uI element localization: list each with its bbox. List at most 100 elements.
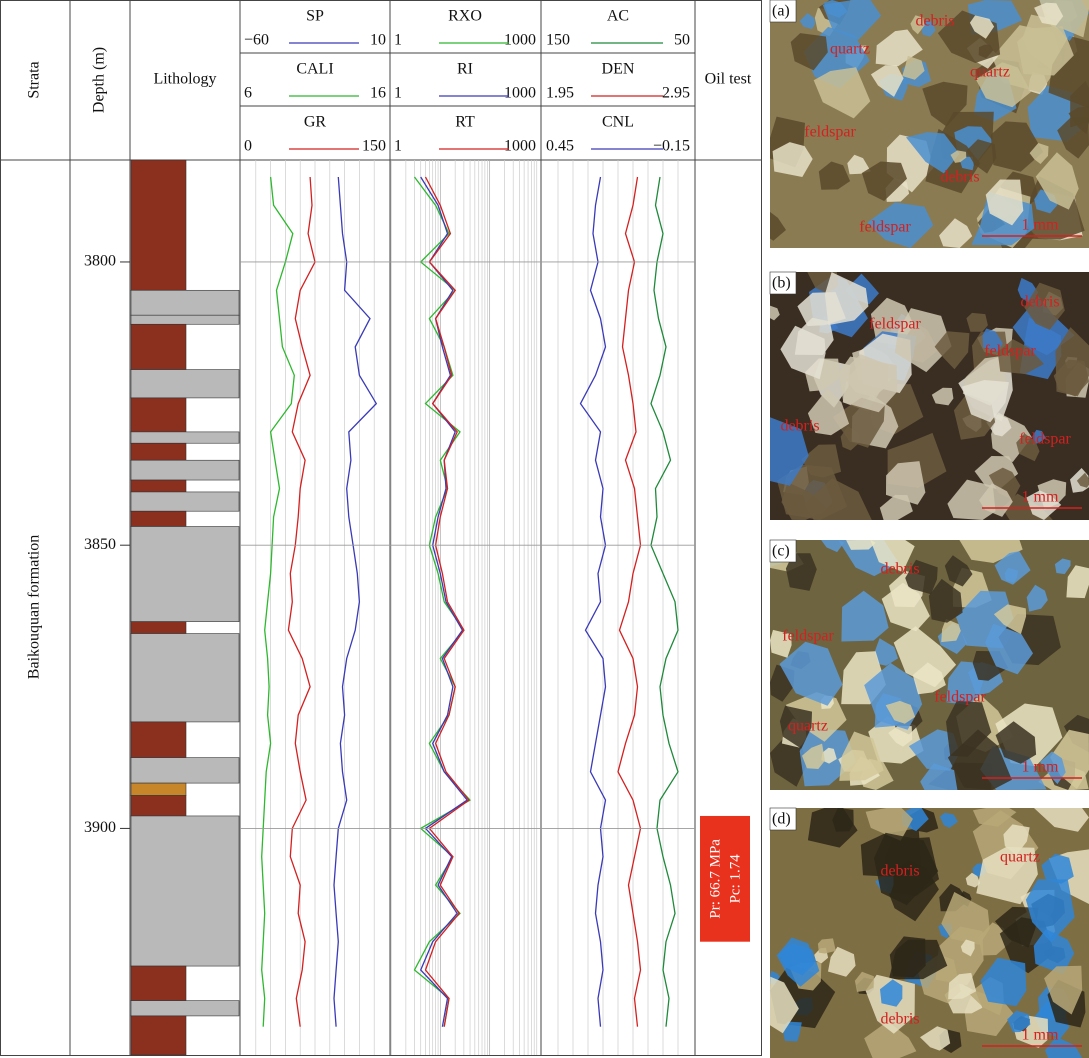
lithology-layer [131, 1016, 186, 1055]
scale-max: 1000 [504, 85, 536, 102]
oil-test-text: Pc: 1.74 [727, 854, 743, 904]
photo-tag: (c) [772, 543, 790, 560]
curve-name: DEN [602, 61, 635, 78]
scale-min: 1 [394, 32, 402, 49]
photo-group: (a) debris quartz quartz feldspar debris felds… [770, 0, 1089, 1058]
lithology-layer [131, 432, 239, 443]
lithology-header: Lithology [153, 71, 216, 88]
strata-header: Strata [26, 61, 43, 98]
scale-min: 1 [394, 85, 402, 102]
mineral-label: quartz [830, 41, 870, 58]
lithology-layer [131, 722, 186, 758]
scale-max: 2.95 [662, 85, 690, 102]
photo-tag: (a) [772, 3, 790, 20]
scale-min: 1.95 [546, 85, 574, 102]
curve-name: CNL [602, 114, 634, 131]
photo-tag: (d) [772, 811, 791, 828]
curve-name: RT [455, 114, 475, 131]
lithology-layer [131, 758, 239, 783]
log-curve [651, 177, 678, 1027]
scale-min: 0 [244, 138, 252, 155]
grid-group [256, 160, 678, 1055]
curve-name: SP [306, 8, 324, 25]
lithology-layer [131, 526, 239, 621]
lithology-layer [131, 315, 239, 324]
depth-tick-label: 3900 [84, 819, 116, 836]
scale-min: −60 [244, 32, 269, 49]
depth-tick-label: 3850 [84, 536, 116, 553]
mineral-label: debris [940, 169, 979, 186]
log-frame [1, 1, 762, 1056]
mineral-label: debris [915, 13, 954, 30]
lithology-layer [131, 511, 186, 526]
curve-name: CALI [296, 61, 333, 78]
mineral-label: debris [1020, 294, 1059, 311]
lithology-layer [131, 460, 239, 480]
curve-name: AC [607, 8, 629, 25]
lithology-layer [131, 443, 186, 460]
lithology-layer [131, 816, 239, 966]
log-curve [415, 177, 471, 1027]
lithology-layer [131, 324, 186, 369]
figure: (a) debris quartz quartz feldspar debris felds… [0, 0, 1089, 1058]
mineral-label: feldspar [859, 219, 911, 236]
curve-name: RXO [448, 8, 482, 25]
photomicrograph: (c) debris feldspar feldspar quartz 1 mm [770, 540, 1089, 790]
mineral-label: feldspar [804, 124, 856, 141]
lithology-layer [131, 634, 239, 722]
log-curve [618, 177, 641, 1027]
lithology-layer [131, 492, 239, 511]
lithology-layer [131, 398, 186, 432]
scale-min: 6 [244, 85, 252, 102]
mineral-label: feldspar [782, 628, 834, 645]
scale-max: 150 [362, 138, 386, 155]
scale-label: 1 mm [1022, 759, 1059, 776]
lithology-layer [131, 966, 186, 1001]
log-curve [334, 177, 376, 1027]
mineral-label: feldspar [984, 343, 1036, 360]
curve-name: GR [304, 114, 327, 131]
lithology-layer [131, 622, 186, 634]
log-curve [581, 177, 606, 1027]
scale-label: 1 mm [1022, 489, 1059, 506]
mineral-label: debris [880, 863, 919, 880]
scale-max: 16 [370, 85, 386, 102]
depth-header: Depth (m) [91, 47, 108, 113]
scale-max: 1000 [504, 32, 536, 49]
mineral-label: debris [880, 1011, 919, 1028]
curve-name: RI [457, 61, 473, 78]
scale-min: 0.45 [546, 138, 574, 155]
lithology-layer [131, 290, 239, 315]
scale-label: 1 mm [1022, 1027, 1059, 1044]
scale-max: −0.15 [653, 138, 690, 155]
mineral-label: quartz [788, 718, 828, 735]
mineral-label: debris [880, 561, 919, 578]
lithology-layer [131, 370, 239, 398]
lithology-layer [131, 796, 186, 816]
well-log: Strata Depth (m) Lithology Baikouquan fo… [0, 0, 762, 1056]
lithology-layer [131, 783, 186, 795]
scale-max: 1000 [504, 138, 536, 155]
log-curve [262, 177, 295, 1027]
oil-test-header: Oil test [705, 71, 752, 88]
scale-min: 1 [394, 138, 402, 155]
lithology-layer [131, 1001, 239, 1016]
mineral-label: feldspar [869, 316, 921, 333]
depth-tick-label: 3800 [84, 253, 116, 270]
log-curve [288, 177, 315, 1027]
mineral-label: quartz [1000, 849, 1040, 866]
photomicrograph: (a) debris quartz quartz feldspar debris felds… [770, 0, 1089, 248]
mineral-label: feldspar [934, 689, 986, 706]
formation-label: Baikouquan formation [26, 535, 43, 679]
scale-min: 150 [546, 32, 570, 49]
scale-max: 10 [370, 32, 386, 49]
mineral-label: quartz [970, 64, 1010, 81]
mineral-label: debris [780, 418, 819, 435]
lithology-layer [131, 160, 186, 290]
photomicrograph: (b)feldspardebrisfeldspardebrisfeldspar1… [770, 272, 1089, 520]
photomicrograph: (d) quartz debris debris 1 mm [770, 808, 1089, 1058]
scale-label: 1 mm [1022, 217, 1059, 234]
scale-max: 50 [674, 32, 690, 49]
oil-test-text: Pr: 66.7 MPa [707, 839, 723, 919]
lithology-layer [131, 480, 186, 492]
